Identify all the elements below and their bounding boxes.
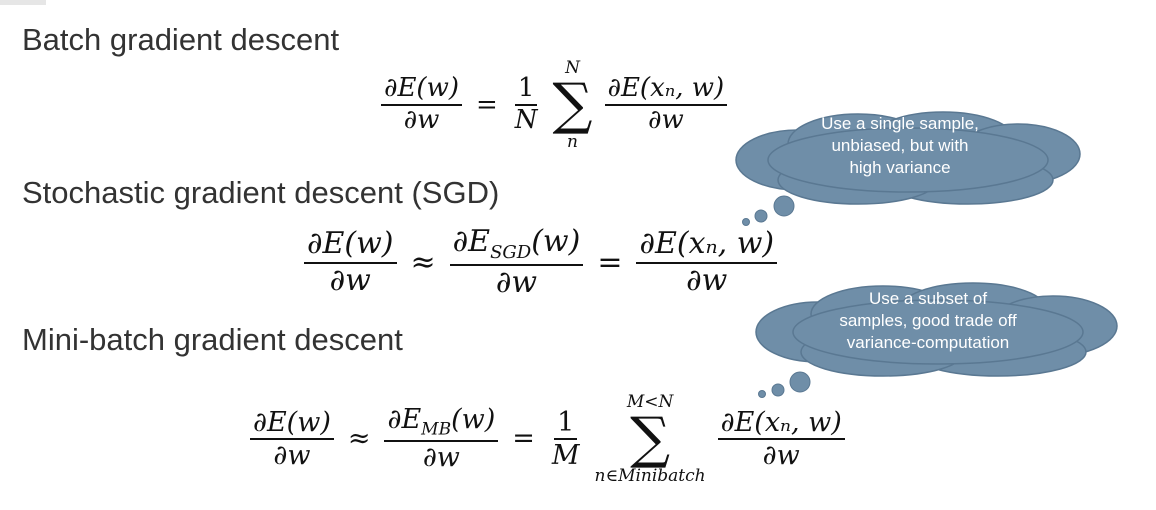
fraction-lhs: ∂E(w) ∂w bbox=[304, 227, 397, 298]
thought-dot bbox=[754, 209, 768, 223]
cloud-shape bbox=[755, 282, 1118, 377]
sum-symbol: ∑ bbox=[552, 72, 593, 138]
thought-dot bbox=[773, 195, 795, 217]
argument: (w) bbox=[451, 404, 496, 436]
partial-e: ∂E bbox=[387, 404, 422, 436]
numerator: ∂E(w) bbox=[304, 227, 397, 264]
bubble-line: unbiased, but with bbox=[831, 136, 969, 155]
fraction-sgd: ∂ESGD(w) ∂w bbox=[449, 224, 584, 300]
equals-sign: = bbox=[512, 423, 535, 455]
fraction-coefficient: 1 M bbox=[549, 407, 583, 471]
slide-corner-mark bbox=[0, 0, 46, 5]
fraction-coefficient: 1 N bbox=[512, 73, 541, 136]
fraction-term: ∂E(xₙ, w) ∂w bbox=[717, 407, 845, 471]
fraction-lhs: ∂E(w) ∂w bbox=[250, 407, 334, 471]
thought-dot bbox=[758, 390, 766, 398]
denominator: ∂w bbox=[648, 104, 684, 135]
numerator: ∂EMB(w) bbox=[384, 404, 499, 443]
fraction-lhs: ∂E(w) ∂w bbox=[381, 73, 462, 136]
bubble-line: high variance bbox=[849, 158, 951, 177]
subscript-sgd: SGD bbox=[490, 242, 532, 263]
thought-dot bbox=[742, 218, 750, 226]
denominator: ∂w bbox=[762, 439, 800, 471]
fraction-term: ∂E(xₙ, w) ∂w bbox=[604, 73, 728, 136]
summation: M<N ∑ n∈Minibatch bbox=[595, 392, 706, 486]
thought-dot bbox=[771, 383, 785, 397]
equals-sign: = bbox=[597, 245, 623, 281]
denominator: ∂w bbox=[495, 264, 538, 300]
approx-sign: ≈ bbox=[347, 423, 371, 455]
summation: N ∑ n bbox=[553, 58, 593, 152]
denominator: N bbox=[514, 104, 538, 135]
numerator: ∂E(xₙ, w) bbox=[636, 227, 778, 264]
bubble-line: Use a single sample, bbox=[821, 114, 979, 133]
approx-sign: ≈ bbox=[410, 245, 436, 281]
argument: (w) bbox=[531, 224, 581, 259]
denominator: ∂w bbox=[403, 104, 440, 135]
numerator: ∂E(w) bbox=[250, 407, 334, 440]
equation-sgd: ∂E(w) ∂w ≈ ∂ESGD(w) ∂w = ∂E(xₙ, w) ∂w bbox=[298, 224, 783, 300]
denominator: ∂w bbox=[422, 442, 460, 474]
sum-upper-limit: M<N bbox=[626, 392, 674, 412]
sum-lower-limit: n bbox=[567, 131, 578, 152]
subscript-mb: MB bbox=[421, 419, 452, 440]
sum-lower-limit: n∈Minibatch bbox=[594, 465, 706, 486]
denominator: ∂w bbox=[686, 262, 728, 298]
fraction-mb: ∂EMB(w) ∂w bbox=[384, 404, 499, 474]
heading-sgd: Stochastic gradient descent (SGD) bbox=[22, 175, 500, 210]
partial-e: ∂E bbox=[452, 224, 491, 259]
bubble-text-sgd: Use a single sample, unbiased, but with … bbox=[765, 113, 1035, 179]
numerator: ∂E(w) bbox=[381, 73, 462, 106]
numerator: 1 bbox=[514, 73, 538, 106]
numerator: ∂ESGD(w) bbox=[449, 224, 584, 266]
numerator: 1 bbox=[554, 407, 578, 440]
sum-symbol: ∑ bbox=[630, 406, 671, 472]
denominator: M bbox=[551, 439, 580, 471]
equation-minibatch: ∂E(w) ∂w ≈ ∂EMB(w) ∂w = 1 M M<N ∑ n∈Mini… bbox=[244, 392, 851, 486]
equals-sign: = bbox=[475, 89, 498, 120]
denominator: ∂w bbox=[329, 262, 371, 298]
heading-batch: Batch gradient descent bbox=[22, 22, 340, 57]
thought-dot bbox=[789, 371, 811, 393]
cloud-shape bbox=[735, 111, 1081, 205]
fraction-rhs: ∂E(xₙ, w) ∂w bbox=[636, 227, 778, 298]
bubble-text-minibatch: Use a subset of samples, good trade off … bbox=[788, 288, 1068, 354]
thought-bubble-minibatch bbox=[755, 282, 1118, 398]
bubble-line: samples, good trade off bbox=[839, 311, 1017, 330]
sum-upper-limit: N bbox=[565, 58, 580, 78]
thought-bubble-sgd bbox=[735, 111, 1081, 226]
numerator: ∂E(xₙ, w) bbox=[604, 73, 728, 106]
heading-minibatch: Mini-batch gradient descent bbox=[22, 322, 403, 357]
bubble-line: Use a subset of bbox=[868, 289, 988, 308]
equation-batch: ∂E(w) ∂w = 1 N N ∑ n ∂E(xₙ, w) ∂w bbox=[375, 58, 733, 152]
numerator: ∂E(xₙ, w) bbox=[717, 407, 845, 440]
denominator: ∂w bbox=[273, 439, 311, 471]
bubble-line: variance-computation bbox=[846, 333, 1010, 352]
